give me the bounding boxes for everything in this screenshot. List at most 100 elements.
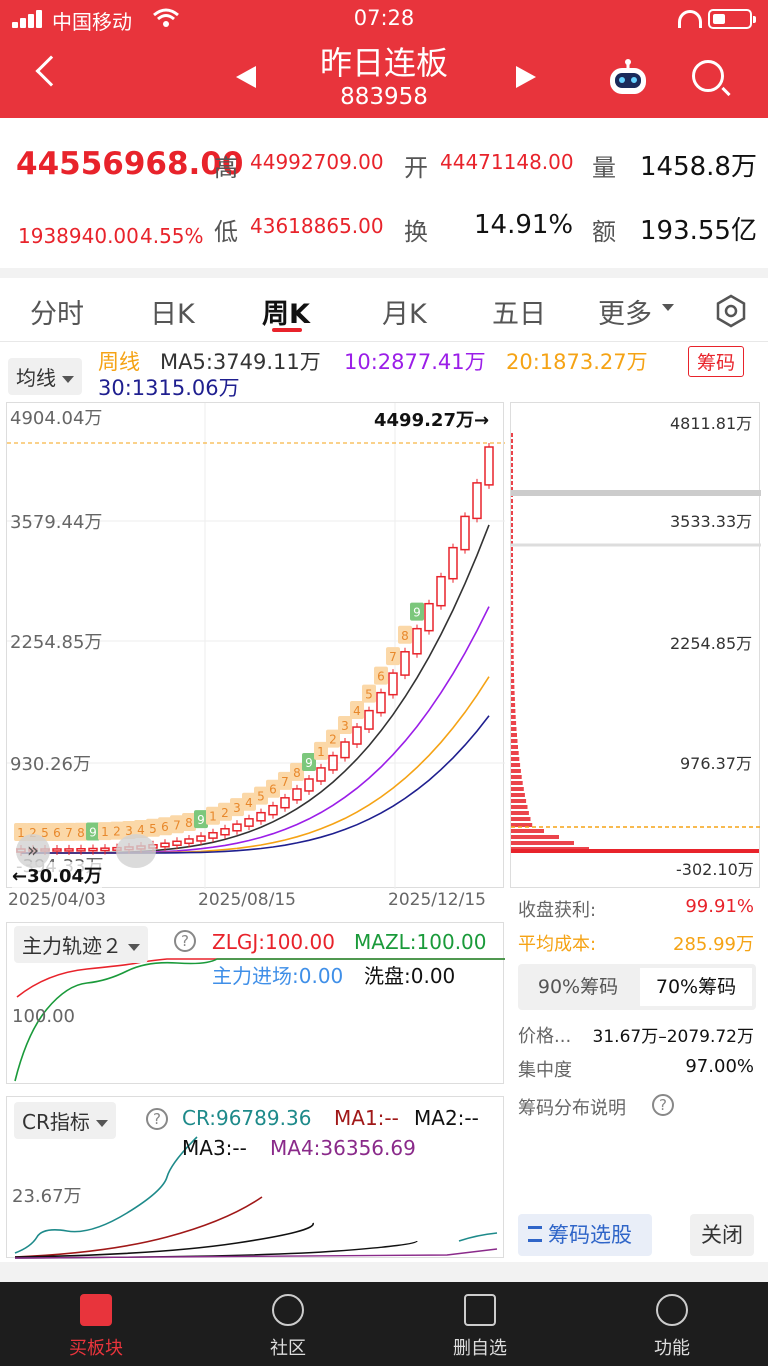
nav-remove-watchlist[interactable]: 删自选: [384, 1282, 576, 1366]
chip-bar: [511, 643, 514, 647]
chevron-down-icon: [95, 1120, 108, 1127]
nav-label: 功能: [654, 1338, 690, 1359]
next-stock-icon[interactable]: [516, 66, 536, 88]
cr-line: [14, 1136, 198, 1254]
main-entry-value: 主力进场:0.00: [212, 964, 344, 988]
chip-toggle-button[interactable]: 筹码: [688, 346, 745, 377]
tab-weekly-k[interactable]: 周K: [262, 299, 310, 330]
candle-body: [160, 842, 170, 848]
td-marker-text: 3: [233, 801, 241, 815]
candle-body: [412, 627, 422, 655]
td-marker-text: 6: [53, 826, 61, 840]
td-marker-text: 9: [413, 606, 421, 620]
td-marker-text: 5: [257, 790, 265, 804]
reset-zoom-icon[interactable]: [116, 834, 156, 868]
prev-stock-icon[interactable]: [236, 66, 256, 88]
td-marker-text: 5: [149, 822, 157, 836]
td-marker: [194, 810, 208, 829]
chip-percent-toggle: 90%筹码 70%筹码: [518, 964, 756, 1010]
tab-chip-70[interactable]: 70%筹码: [640, 968, 752, 1006]
chip-bar: [511, 607, 514, 611]
max-price-label: 4499.27万→: [374, 410, 490, 431]
gear-icon[interactable]: [714, 294, 748, 328]
td-marker-text: 9: [89, 826, 97, 840]
td-marker: [278, 771, 292, 790]
chip-bar: [511, 757, 520, 761]
indicator-selector-label: 均线: [16, 366, 56, 390]
ma10-value: 10:2877.41万: [344, 350, 486, 374]
chip-bar: [511, 721, 517, 725]
td-marker: [362, 684, 376, 703]
chip-explain-link[interactable]: 筹码分布说明: [518, 1098, 626, 1119]
td-marker-text: 3: [125, 824, 133, 838]
change-percent: 4.55%: [140, 224, 204, 248]
page-title: 昨日连板: [319, 44, 448, 82]
candle-body: [364, 709, 374, 730]
chip-bar: [511, 595, 514, 599]
candle-body: [88, 847, 98, 852]
td-marker-text: 9: [197, 813, 205, 827]
last-price: 44556968.00: [16, 146, 244, 182]
candle-body: [388, 672, 398, 696]
td-marker-text: 6: [269, 783, 277, 797]
cr-y-label: 23.67万: [12, 1186, 82, 1207]
candle-body: [304, 778, 314, 792]
zlgj-line: [16, 958, 505, 998]
cr-ma1-line: [14, 1196, 263, 1258]
candle-body: [424, 602, 434, 632]
chip-bar: [511, 673, 514, 677]
chip-bar: [511, 649, 514, 653]
td-marker-text: 1: [17, 826, 25, 840]
td-marker: [62, 822, 76, 841]
tab-daily-k[interactable]: 日K: [150, 299, 195, 330]
chip-bar: [511, 565, 513, 569]
chip-bar: [511, 577, 513, 581]
high-label: 高: [214, 154, 238, 182]
chip-bar: [511, 691, 515, 695]
tab-intraday[interactable]: 分时: [30, 299, 84, 330]
chip-bar: [511, 433, 513, 437]
chip-y-label-bottom: -302.10万: [676, 860, 754, 879]
tab-chip-90[interactable]: 90%筹码: [537, 976, 619, 998]
td-marker-text: 3: [341, 719, 349, 733]
collapse-icon[interactable]: »: [16, 834, 50, 868]
quote-panel: 44556968.00 高 44992709.00 开 44471148.00 …: [0, 118, 768, 268]
candle-body: [184, 838, 194, 845]
help-icon[interactable]: ?: [174, 930, 196, 952]
price-range-value: 31.67万–2079.72万: [592, 1027, 754, 1047]
nav-community[interactable]: 社区: [192, 1282, 384, 1366]
td-marker: [290, 762, 304, 781]
td-marker-text: 4: [353, 704, 361, 718]
wifi-icon: [153, 8, 179, 27]
zlgj-selector[interactable]: 主力轨迹２: [14, 926, 148, 963]
help-icon[interactable]: ?: [146, 1108, 168, 1130]
chip-select-button[interactable]: 筹码选股: [518, 1214, 652, 1256]
chip-bar: [511, 445, 513, 449]
candle-body: [316, 767, 326, 782]
cr-selector[interactable]: CR指标: [14, 1102, 116, 1139]
search-icon[interactable]: [692, 60, 724, 92]
close-button[interactable]: 关闭: [690, 1214, 754, 1256]
low-value: 43618865.00: [250, 214, 384, 238]
help-icon[interactable]: ?: [652, 1094, 674, 1116]
chip-bar: [511, 769, 521, 773]
chip-bar: [511, 583, 514, 587]
tab-five-day[interactable]: 五日: [492, 299, 546, 330]
robot-assistant-icon[interactable]: [606, 58, 650, 96]
candle-body: [172, 840, 182, 846]
chevron-down-icon: [128, 944, 140, 951]
chip-bar: [511, 661, 514, 665]
nav-buy-sector[interactable]: 买板块: [0, 1282, 192, 1366]
nav-functions[interactable]: 功能: [576, 1282, 768, 1366]
tab-monthly-k[interactable]: 月K: [382, 299, 427, 330]
tab-more[interactable]: 更多: [598, 299, 652, 330]
avg-cost-label: 平均成本:: [518, 934, 597, 955]
cr-indicator-chart[interactable]: [6, 1096, 504, 1259]
zlgj-indicator-chart[interactable]: [6, 922, 505, 1084]
x-label-start: 2025/04/03: [8, 890, 106, 910]
chip-bar: [511, 523, 513, 527]
chip-bar: [511, 817, 531, 821]
nav-label: 买板块: [69, 1338, 123, 1359]
indicator-selector[interactable]: 均线: [8, 358, 82, 395]
